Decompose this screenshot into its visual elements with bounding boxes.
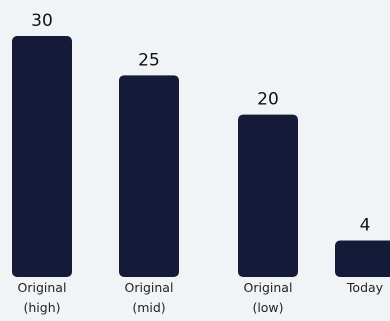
value-labels-group: 30 25 20 4 <box>31 11 370 236</box>
bar-2-base <box>238 267 298 272</box>
category-label-3-line-0: Today <box>346 280 384 295</box>
value-label-3: 4 <box>360 216 371 236</box>
category-label-2: Original (low) <box>244 280 293 315</box>
category-label-0: Original (high) <box>18 280 67 315</box>
value-label-0: 30 <box>31 11 53 31</box>
bar-0 <box>12 36 72 277</box>
category-label-0-line-1: (high) <box>23 300 60 315</box>
category-label-1: Original (mid) <box>125 280 174 315</box>
bars-group <box>12 36 390 278</box>
category-label-3: Today <box>346 280 384 295</box>
bar-1-base <box>119 267 179 272</box>
category-label-1-line-1: (mid) <box>132 300 165 315</box>
category-label-2-line-1: (low) <box>252 300 283 315</box>
bar-2 <box>238 114 298 278</box>
bar-1 <box>119 75 179 277</box>
value-label-1: 25 <box>138 50 160 70</box>
value-label-2: 20 <box>257 90 279 110</box>
bar-3-base <box>335 267 390 272</box>
category-label-1-line-0: Original <box>125 280 174 295</box>
category-label-0-line-0: Original <box>18 280 67 295</box>
category-label-2-line-0: Original <box>244 280 293 295</box>
category-labels-group: Original (high) Original (mid) Original (low)… <box>18 280 384 315</box>
bar-0-base <box>12 267 72 272</box>
